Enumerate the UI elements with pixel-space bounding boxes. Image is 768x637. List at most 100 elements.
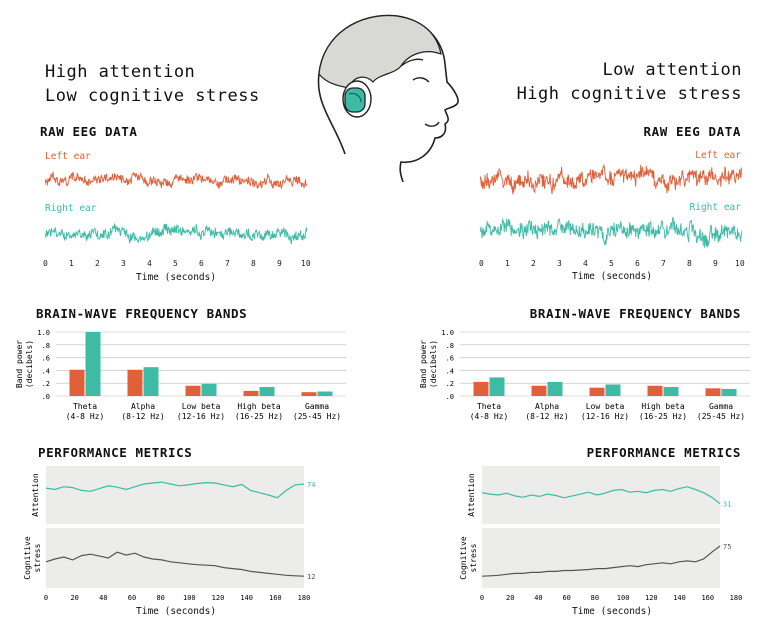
x-tick-label: 20 [70,594,78,602]
tick-label: 7 [225,259,230,268]
left-left-ear-label: Left ear [45,151,91,162]
y-tick-label: .6 [446,355,454,363]
x-tick-label: 140 [673,594,686,602]
right-eeg-xlabel: Time (seconds) [572,271,653,282]
x-tick-label: (8-12 Hz) [525,412,568,421]
x-tick-label: Gamma [709,402,733,411]
right-heading-line1: Low attention [602,60,742,80]
x-tick-label: Low beta [182,402,221,411]
tick-label: 4 [583,259,588,268]
left-perf-xlabel: Time (seconds) [136,606,217,617]
x-tick-label: (4-8 Hz) [66,412,105,421]
bar [185,385,201,396]
x-tick-label: 60 [562,594,570,602]
right-bands-title: BRAIN-WAVE FREQUENCY BANDS [529,306,741,321]
bar [127,369,143,396]
tick-label: 3 [557,259,562,268]
tick-label: 5 [173,259,178,268]
right-heading-line2: High cognitive stress [516,84,742,104]
x-tick-label: 140 [240,594,253,602]
x-tick-label: 0 [44,594,48,602]
right-eeg-left-trace [480,164,742,195]
x-tick-label: 40 [534,594,542,602]
x-tick-label: 120 [212,594,225,602]
right-eeg-time-axis: 0 1 2 3 4 5 6 7 8 9 10 [479,259,745,271]
bar [85,332,101,396]
stress-label: Cognitive [23,536,32,580]
left-performance-chart: 74 Attention 12 Cognitive stress 0 20 40 60 80 100… [23,466,315,602]
tick-label: 3 [121,259,126,268]
x-tick-label: (16-25 Hz) [639,412,687,421]
x-tick-label: 100 [183,594,196,602]
attention-value: 74 [307,481,315,489]
bar [721,388,737,396]
x-tick-label: (25-45 Hz) [697,412,745,421]
bar [143,367,159,396]
left-eeg-time-axis: 0 1 2 3 4 5 6 7 8 9 10 [43,259,311,271]
head-with-earbud-illustration [317,14,459,182]
tick-label: 0 [479,259,484,268]
bar [705,388,721,396]
tick-label: 6 [199,259,204,268]
attention-panel [482,466,720,524]
bar [547,381,563,396]
left-raw-eeg-title: RAW EEG DATA [40,124,138,139]
attention-panel [46,466,304,524]
x-tick-label: 160 [701,594,714,602]
stress-line [481,545,721,577]
tick-label: 4 [147,259,152,268]
x-tick-label: (16-25 Hz) [235,412,283,421]
x-tick-label: 120 [645,594,658,602]
attention-value: 31 [723,501,731,509]
tick-label: 2 [95,259,100,268]
tick-label: 7 [661,259,666,268]
tick-label: 1 [69,259,74,268]
left-perf-title: PERFORMANCE METRICS [38,445,193,460]
stress-value: 75 [723,543,731,551]
bar [69,369,85,396]
tick-label: 10 [735,259,745,268]
stress-panel [482,528,720,588]
bar [589,387,605,396]
right-perf-title: PERFORMANCE METRICS [586,445,741,460]
x-tick-label: Theta [477,402,501,411]
x-tick-label: (8-12 Hz) [121,412,164,421]
right-heading: Low attention High cognitive stress [517,58,742,106]
stress-panel [46,528,304,588]
y-tick-label: .4 [446,367,454,375]
bar [317,391,333,396]
x-tick-label: 60 [128,594,136,602]
y-axis-label: (decibels) [429,340,438,388]
right-left-ear-label: Left ear [695,150,741,161]
x-tick-label: 180 [730,594,743,602]
x-tick-label: (12-16 Hz) [177,412,225,421]
y-axis-label: (decibels) [25,340,34,388]
tick-label: 1 [505,259,510,268]
tick-label: 6 [635,259,640,268]
x-tick-label: 20 [506,594,514,602]
x-tick-label: (12-16 Hz) [581,412,629,421]
tick-label: 9 [277,259,282,268]
x-tick-label: 180 [298,594,311,602]
right-eeg-right-trace [480,216,742,248]
right-right-ear-label: Right ear [689,202,741,213]
left-right-ear-label: Right ear [45,203,97,214]
x-tick-label: Alpha [535,402,559,411]
right-raw-eeg-title: RAW EEG DATA [643,124,741,139]
attention-line [481,486,721,505]
y-axis-label: Band power [419,340,428,388]
bar [243,390,259,396]
y-tick-label: 1.0 [441,329,454,337]
tick-label: 10 [301,259,311,268]
x-tick-label: High beta [641,402,685,411]
attention-line [45,481,305,499]
x-tick-label: Low beta [586,402,625,411]
x-tick-label: 80 [156,594,164,602]
left-eeg-left-trace [45,170,307,190]
x-tick-label: Gamma [305,402,329,411]
bar [259,387,275,396]
left-eeg-xlabel: Time (seconds) [136,272,217,283]
left-eeg-right-trace [45,223,307,245]
right-bands-chart: Band power (decibels)1.0 .8 .6 .4 .2 .0 Theta(4… [419,329,750,421]
y-axis-label: Band power [15,340,24,388]
